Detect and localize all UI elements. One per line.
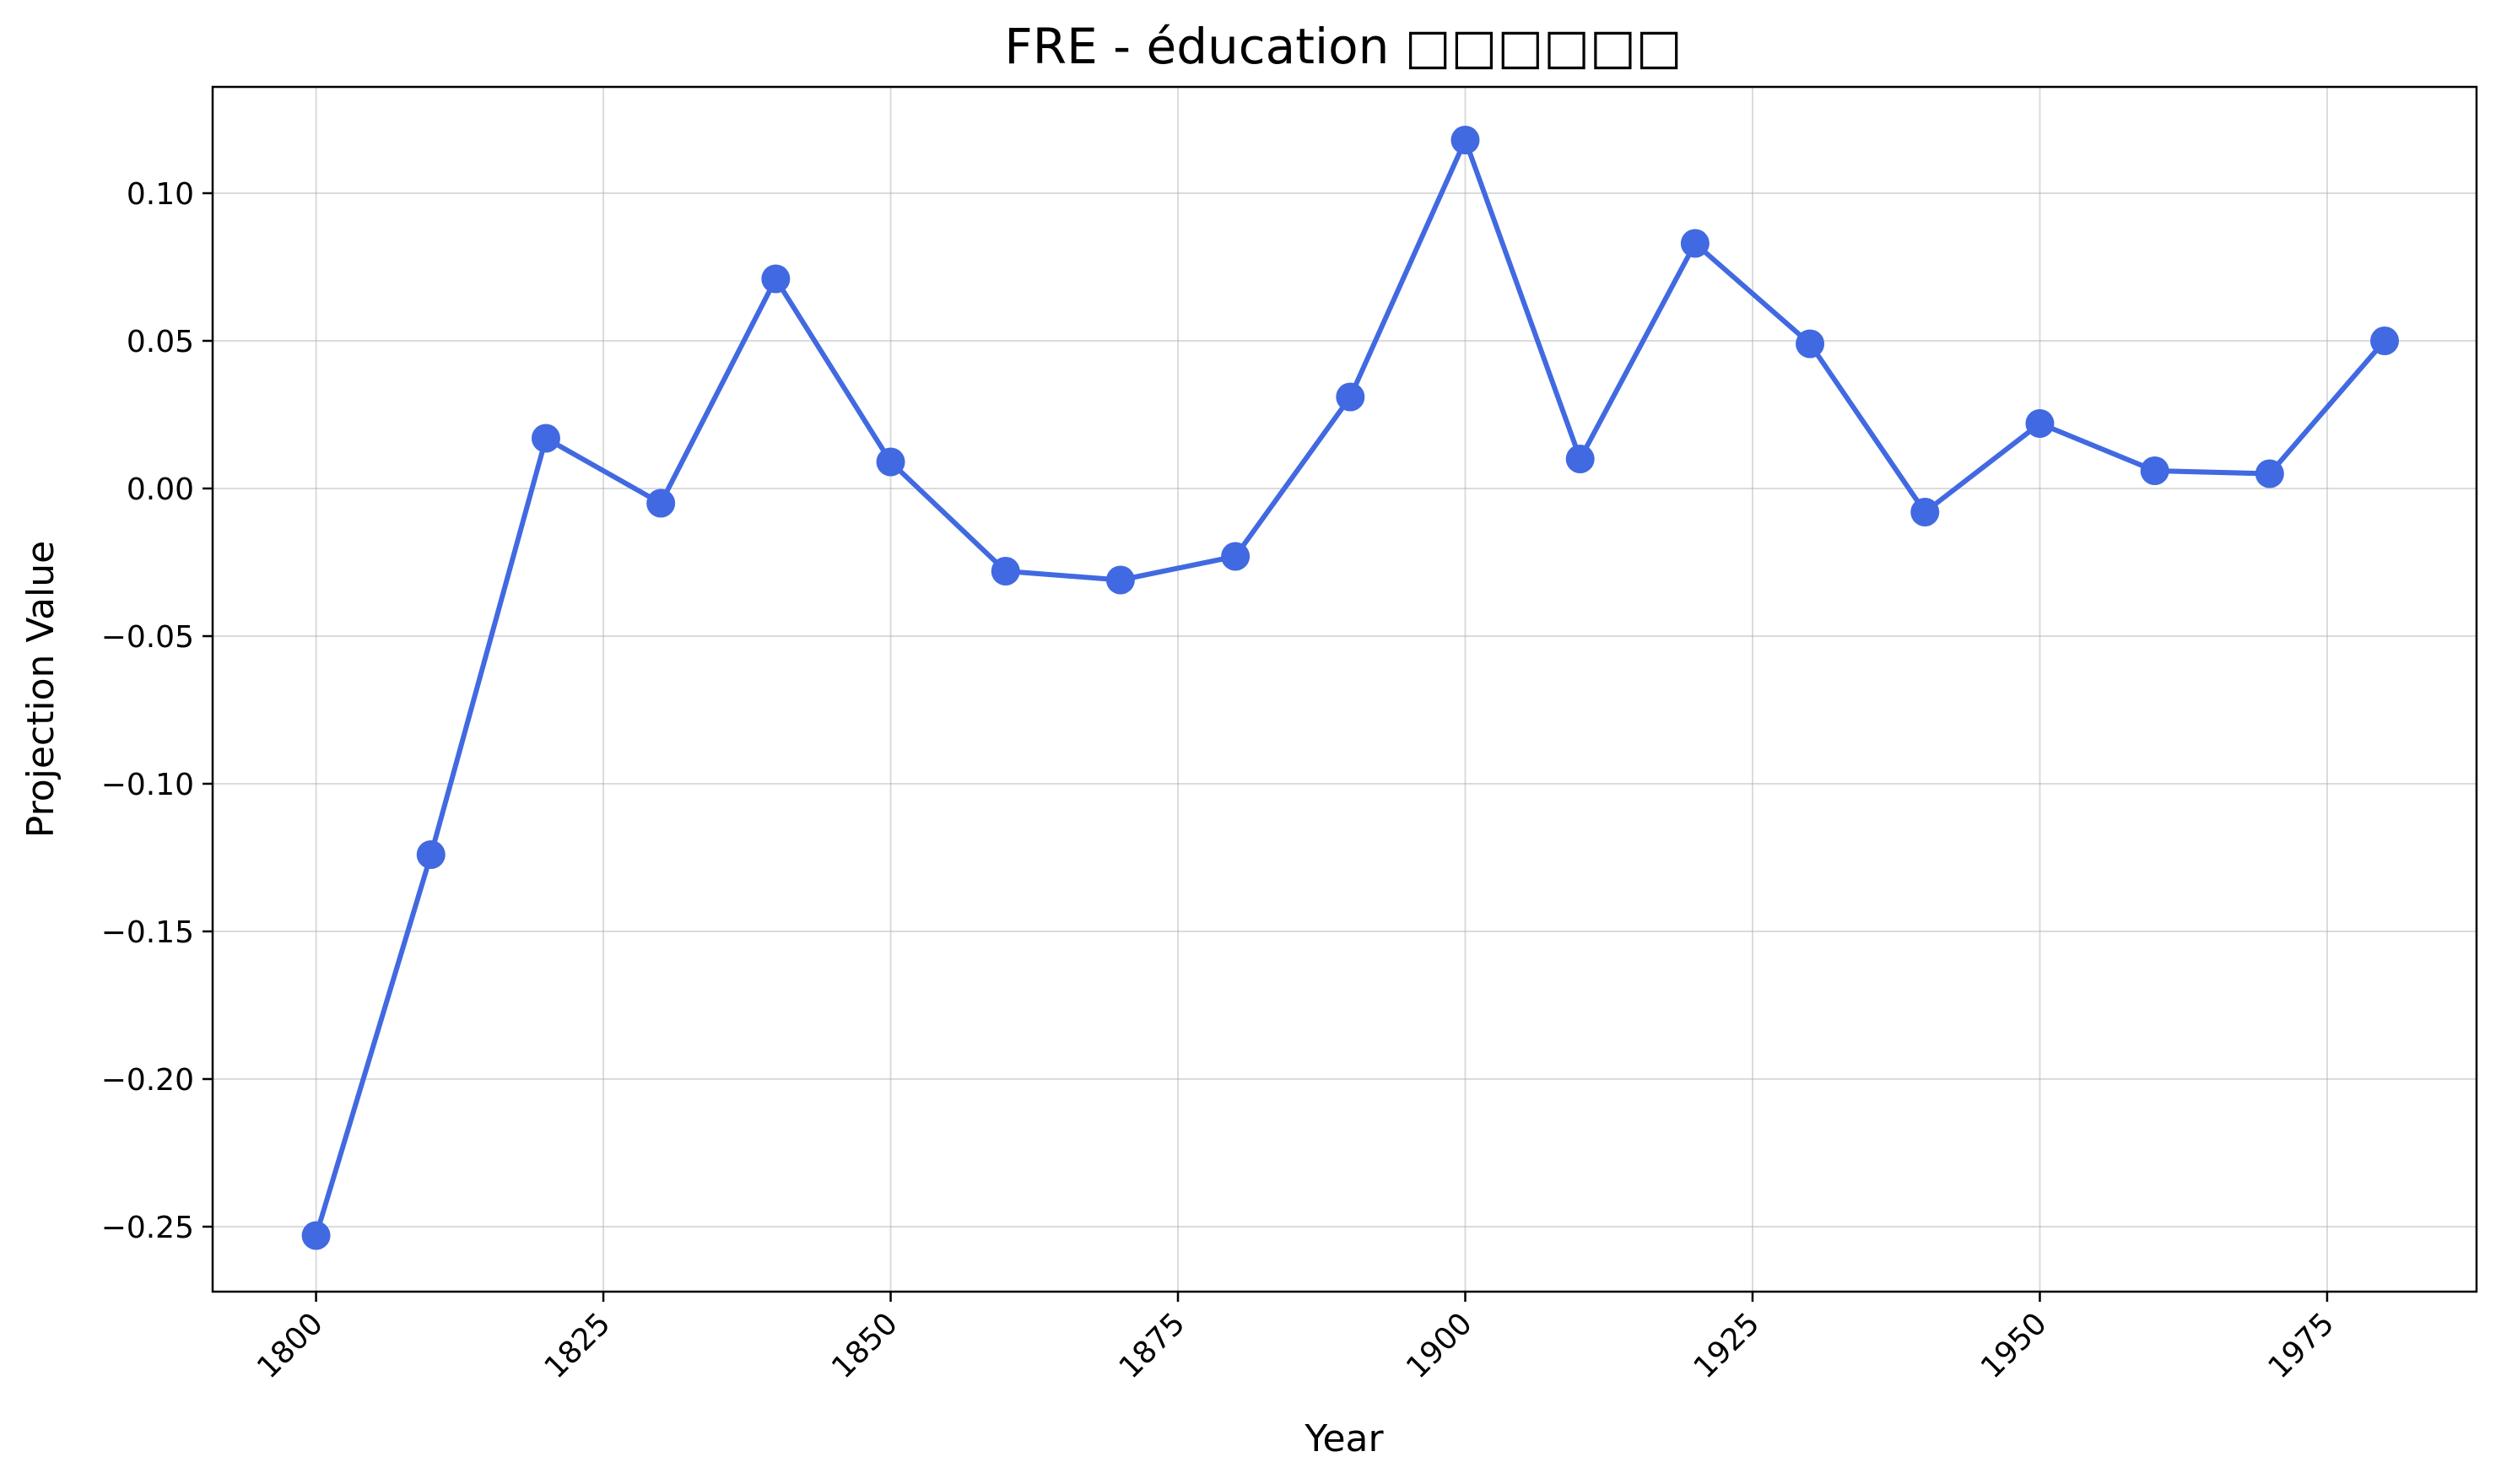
data-point: [2370, 326, 2400, 355]
y-tick-label: −0.20: [101, 1063, 194, 1098]
data-point: [531, 424, 560, 453]
data-point: [1680, 229, 1710, 258]
y-tick-label: −0.05: [101, 620, 194, 655]
y-axis-ticks: −0.25 −0.20 −0.15 −0.10 −0.05 0.00 0.05 0.10: [101, 177, 213, 1245]
data-point: [1105, 565, 1135, 595]
data-point: [301, 1221, 331, 1250]
y-tick-label: 0.10: [127, 177, 194, 212]
data-point: [1336, 382, 1365, 412]
series-layer: [301, 126, 2400, 1250]
chart-title: FRE - éducation □□□□□□: [1004, 18, 1682, 75]
data-point: [1221, 542, 1250, 571]
data-point: [2255, 459, 2284, 488]
y-tick-label: −0.10: [101, 768, 194, 802]
data-point: [991, 557, 1020, 586]
y-tick-label: 0.05: [127, 325, 194, 359]
plot-area-frame: [211, 85, 2478, 1293]
data-point: [876, 447, 905, 477]
data-point: [1910, 498, 1940, 526]
data-point: [1796, 329, 1825, 359]
y-tick-label: 0.00: [127, 472, 194, 507]
data-point: [2140, 456, 2169, 485]
y-axis-label: Projection Value: [19, 541, 62, 838]
data-point: [646, 488, 676, 518]
data-point: [761, 264, 791, 294]
y-tick-label: −0.25: [101, 1211, 194, 1245]
data-point: [1450, 126, 1480, 154]
grid: [213, 87, 2477, 1292]
data-point: [416, 840, 446, 869]
data-point: [1565, 445, 1595, 473]
y-tick-label: −0.15: [101, 915, 194, 950]
data-point: [2025, 409, 2055, 438]
x-axis-label: Year: [1304, 1417, 1384, 1460]
